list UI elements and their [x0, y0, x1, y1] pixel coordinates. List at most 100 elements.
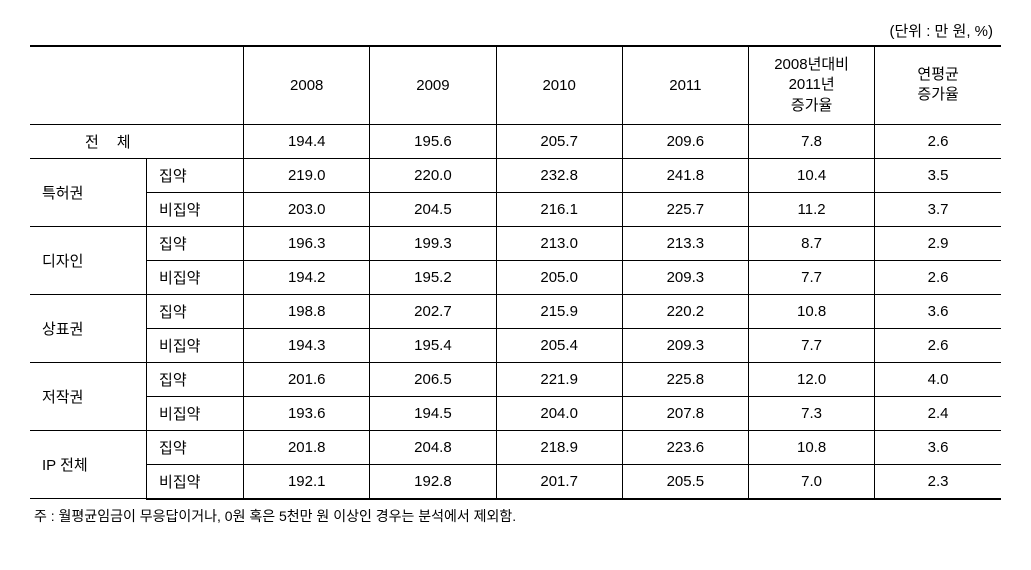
- cell-avg: 2.3: [875, 464, 1001, 499]
- cell-growth: 7.0: [748, 464, 874, 499]
- cell-y2008: 198.8: [244, 294, 370, 328]
- cell-avg: 2.9: [875, 226, 1001, 260]
- cell-y2010: 218.9: [496, 430, 622, 464]
- header-2009: 2009: [370, 46, 496, 124]
- sub-label: 집약: [147, 226, 244, 260]
- sub-label: 집약: [147, 362, 244, 396]
- table-body: 전체 194.4 195.6 205.7 209.6 7.8 2.6 특허권집약…: [30, 124, 1001, 499]
- cell-growth: 12.0: [748, 362, 874, 396]
- cell-avg: 2.6: [875, 328, 1001, 362]
- sub-label: 비집약: [147, 328, 244, 362]
- header-2011: 2011: [622, 46, 748, 124]
- cell-growth: 7.7: [748, 328, 874, 362]
- cell-avg: 3.7: [875, 192, 1001, 226]
- cell-growth: 10.8: [748, 430, 874, 464]
- cell-avg: 3.6: [875, 294, 1001, 328]
- header-avg-growth: 연평균증가율: [875, 46, 1001, 124]
- total-2011: 209.6: [622, 124, 748, 158]
- table-row: 비집약193.6194.5204.0207.87.32.4: [30, 396, 1001, 430]
- cell-y2009: 192.8: [370, 464, 496, 499]
- cell-y2010: 216.1: [496, 192, 622, 226]
- cell-y2010: 215.9: [496, 294, 622, 328]
- total-2008: 194.4: [244, 124, 370, 158]
- cell-y2009: 195.4: [370, 328, 496, 362]
- cell-y2009: 204.8: [370, 430, 496, 464]
- cell-y2010: 205.4: [496, 328, 622, 362]
- sub-label: 비집약: [147, 260, 244, 294]
- cell-y2011: 209.3: [622, 260, 748, 294]
- cell-growth: 7.7: [748, 260, 874, 294]
- cell-growth: 10.8: [748, 294, 874, 328]
- total-avg: 2.6: [875, 124, 1001, 158]
- group-label: 특허권: [30, 158, 147, 226]
- group-label: 디자인: [30, 226, 147, 294]
- cell-y2009: 206.5: [370, 362, 496, 396]
- header-growth-2008-2011: 2008년대비2011년증가율: [748, 46, 874, 124]
- total-2009: 195.6: [370, 124, 496, 158]
- cell-y2009: 204.5: [370, 192, 496, 226]
- sub-label: 비집약: [147, 464, 244, 499]
- cell-y2009: 202.7: [370, 294, 496, 328]
- table-row: 저작권집약201.6206.5221.9225.812.04.0: [30, 362, 1001, 396]
- cell-avg: 2.4: [875, 396, 1001, 430]
- table-row: 상표권집약198.8202.7215.9220.210.83.6: [30, 294, 1001, 328]
- cell-y2010: 213.0: [496, 226, 622, 260]
- cell-y2008: 192.1: [244, 464, 370, 499]
- cell-y2011: 213.3: [622, 226, 748, 260]
- sub-label: 집약: [147, 158, 244, 192]
- sub-label: 집약: [147, 430, 244, 464]
- table-row: IP 전체집약201.8204.8218.9223.610.83.6: [30, 430, 1001, 464]
- group-label: 상표권: [30, 294, 147, 362]
- header-2008: 2008: [244, 46, 370, 124]
- sub-label: 집약: [147, 294, 244, 328]
- cell-avg: 3.5: [875, 158, 1001, 192]
- total-label: 전체: [30, 124, 244, 158]
- cell-y2009: 220.0: [370, 158, 496, 192]
- cell-y2010: 232.8: [496, 158, 622, 192]
- total-2010: 205.7: [496, 124, 622, 158]
- cell-y2008: 196.3: [244, 226, 370, 260]
- cell-y2011: 225.8: [622, 362, 748, 396]
- cell-y2010: 201.7: [496, 464, 622, 499]
- cell-y2010: 205.0: [496, 260, 622, 294]
- total-row: 전체 194.4 195.6 205.7 209.6 7.8 2.6: [30, 124, 1001, 158]
- group-label: 저작권: [30, 362, 147, 430]
- cell-y2011: 241.8: [622, 158, 748, 192]
- footnote: 주 : 월평균임금이 무응답이거나, 0원 혹은 5천만 원 이상인 경우는 분…: [30, 506, 1001, 526]
- unit-label: (단위 : 만 원, %): [30, 20, 1001, 41]
- cell-y2011: 207.8: [622, 396, 748, 430]
- table-row: 특허권집약219.0220.0232.8241.810.43.5: [30, 158, 1001, 192]
- cell-avg: 2.6: [875, 260, 1001, 294]
- table-row: 디자인집약196.3199.3213.0213.38.72.9: [30, 226, 1001, 260]
- header-row: 2008 2009 2010 2011 2008년대비2011년증가율 연평균증…: [30, 46, 1001, 124]
- cell-y2011: 205.5: [622, 464, 748, 499]
- cell-y2010: 221.9: [496, 362, 622, 396]
- cell-y2008: 193.6: [244, 396, 370, 430]
- cell-y2011: 220.2: [622, 294, 748, 328]
- cell-y2008: 194.3: [244, 328, 370, 362]
- cell-y2011: 223.6: [622, 430, 748, 464]
- cell-y2011: 225.7: [622, 192, 748, 226]
- cell-y2009: 194.5: [370, 396, 496, 430]
- cell-y2011: 209.3: [622, 328, 748, 362]
- cell-growth: 7.3: [748, 396, 874, 430]
- cell-y2009: 195.2: [370, 260, 496, 294]
- sub-label: 비집약: [147, 192, 244, 226]
- cell-avg: 3.6: [875, 430, 1001, 464]
- table-row: 비집약203.0204.5216.1225.711.23.7: [30, 192, 1001, 226]
- cell-growth: 8.7: [748, 226, 874, 260]
- cell-y2008: 219.0: [244, 158, 370, 192]
- cell-y2008: 201.8: [244, 430, 370, 464]
- cell-y2008: 194.2: [244, 260, 370, 294]
- data-table: 2008 2009 2010 2011 2008년대비2011년증가율 연평균증…: [30, 45, 1001, 500]
- table-row: 비집약194.2195.2205.0209.37.72.6: [30, 260, 1001, 294]
- table-row: 비집약194.3195.4205.4209.37.72.6: [30, 328, 1001, 362]
- sub-label: 비집약: [147, 396, 244, 430]
- cell-growth: 11.2: [748, 192, 874, 226]
- cell-y2009: 199.3: [370, 226, 496, 260]
- header-blank: [30, 46, 244, 124]
- cell-y2008: 203.0: [244, 192, 370, 226]
- cell-y2008: 201.6: [244, 362, 370, 396]
- cell-y2010: 204.0: [496, 396, 622, 430]
- table-row: 비집약192.1192.8201.7205.57.02.3: [30, 464, 1001, 499]
